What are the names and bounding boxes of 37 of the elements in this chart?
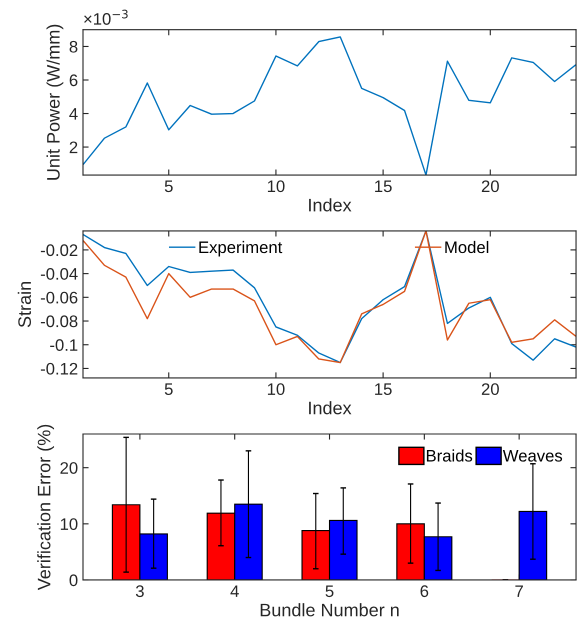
y-tick-label: 20	[60, 462, 78, 474]
x-tick-label: 6	[420, 585, 428, 598]
y-axis-title: Unit Power (W/mm)	[46, 24, 64, 180]
x-tick-label: 20	[482, 180, 499, 192]
x-tick-label: 20	[482, 383, 499, 396]
x-tick-label: 3	[136, 585, 144, 598]
x-tick-label: 10	[268, 383, 285, 396]
legend-label: Braids	[426, 449, 472, 462]
text: ×10$^{−3}$	[84, 10, 128, 25]
y-tick-label: -0.06	[40, 292, 78, 304]
y-tick-label: 6	[70, 74, 78, 86]
legend-label: Model	[445, 240, 488, 254]
y-tick-label: 10	[60, 518, 78, 530]
x-axis-title: Index	[309, 198, 352, 212]
x-tick-label: 7	[515, 585, 523, 597]
y-tick-label: -0.04	[40, 268, 78, 280]
x-axis-title: Bundle Number n	[260, 603, 399, 616]
y-axis-title: Verification Error (%)	[37, 424, 54, 590]
x-tick-label: 5	[326, 585, 334, 598]
x-tick-label: 5	[164, 383, 173, 396]
x-tick-label: 15	[375, 180, 392, 192]
y-tick-label: 0	[70, 574, 78, 586]
y-tick-label: -0.1	[50, 339, 78, 351]
x-axis-title: Index	[309, 401, 352, 414]
y-tick-label: 2	[70, 141, 78, 154]
y-tick-label: 8	[70, 40, 78, 53]
x-tick-label: 5	[164, 180, 173, 192]
x-tick-label: 10	[268, 180, 285, 192]
legend-label: Experiment	[199, 240, 282, 256]
x-tick-label: 15	[375, 383, 392, 396]
y-tick-label: -0.08	[40, 315, 78, 328]
y-tick-label: 4	[69, 108, 78, 120]
y-axis-title: Strain	[18, 282, 32, 328]
y-tick-label: -0.12	[40, 362, 78, 375]
y-tick-label: -0.02	[40, 244, 78, 256]
legend-label: Weaves	[502, 450, 562, 462]
x-tick-label: 4	[230, 585, 239, 597]
